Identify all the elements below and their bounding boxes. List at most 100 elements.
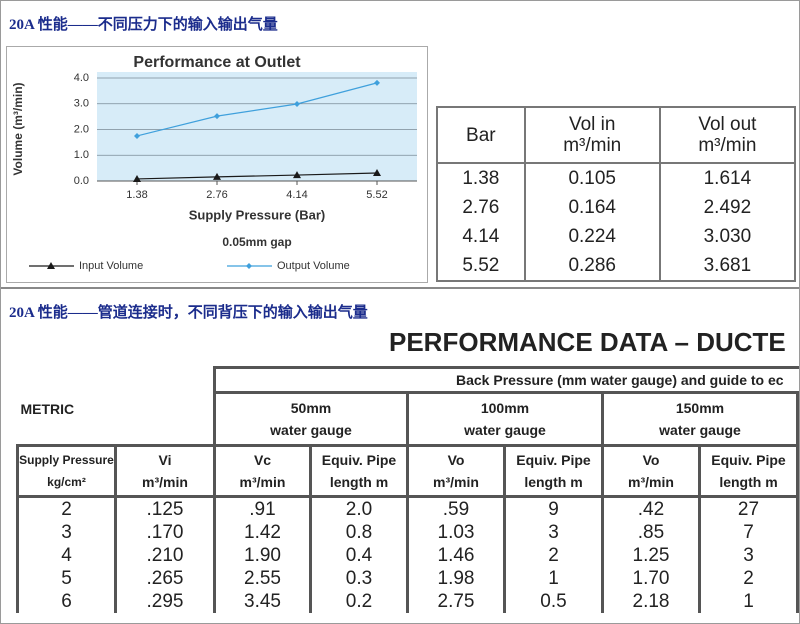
cell: 4.14 [436,222,525,251]
y-tick-label: 4.0 [74,72,89,84]
cell: .170 [114,521,215,544]
cut-cell [795,590,799,613]
cell: 2.76 [436,193,525,222]
y-tick-label: 1.0 [74,149,89,161]
cell: .85 [601,521,700,544]
table-row: 5.265 2.55 0.3 1.98 1 1.70 2 [16,567,799,590]
x-tick-label: 1.38 [126,189,147,201]
cell: .91 [213,496,311,521]
cut-cell [795,391,799,446]
legend-label: Output Volume [277,260,350,272]
cell: 2.0 [309,496,408,521]
cell: 3.681 [658,251,795,281]
header-text: 150mm [675,400,725,416]
blank-cell [18,368,215,393]
cell: 0.164 [523,193,660,222]
table-panel: PERFORMANCE DATA – DUCTE Back Pressure (… [16,321,799,621]
cell: 1.614 [658,163,795,193]
cell: 1.98 [406,567,505,590]
column-header: Vol in m³/min [523,107,660,164]
header-row: Back Pressure (mm water gauge) and guide… [18,366,799,393]
cut-cell [795,496,799,521]
header-text: m³/min [433,474,479,490]
header-text: Vo [642,452,660,468]
section-title: 20A 性能——不同压力下的输入输出气量 [9,17,278,33]
x-tick-label: 4.14 [286,189,307,201]
cell: 6 [16,590,116,613]
cell: 2.75 [406,590,505,613]
table-title: PERFORMANCE DATA – DUCTE [389,327,786,357]
cell: 5.52 [436,251,525,281]
cell: 1.03 [406,521,505,544]
table-row: 1.38 0.105 1.614 [436,163,795,193]
cell: .59 [406,496,505,521]
table-row: 2.125.91 2.0.59 9.42 27 [16,496,799,521]
column-header: Vc m³/min [213,444,311,498]
cell: 0.4 [309,544,408,567]
cell: 3 [16,521,116,544]
cell: 2 [698,567,798,590]
cell: 5 [16,567,116,590]
cell: 0.3 [309,567,408,590]
group-header: 100mm water gauge [406,391,603,446]
header-text: 100mm [480,400,530,416]
header-text: Vo [447,452,465,468]
column-header: Vo m³/min [601,444,700,498]
cell: 0.8 [309,521,408,544]
metric-label: METRIC [20,400,75,417]
marker [374,79,380,86]
group-header: 50mm water gauge [213,391,408,446]
x-axis-label: Supply Pressure (Bar) [189,207,326,222]
table: Bar Vol in m³/min Vol out m³/min 1.38 0.105 1.6… [436,106,796,282]
cell: 3 [503,521,603,544]
cell: 2.492 [658,193,795,222]
header-text: Bar [466,124,496,146]
cell: 2 [503,544,603,567]
cell: 0.105 [523,163,660,193]
table-row: 4.210 1.90 0.4 1.46 2 1.25 3 [16,544,799,567]
cell: 3 [698,544,798,567]
chart: Performance at Outlet Volume (m³/min) Su… [11,54,417,272]
x-tick-label: 5.52 [366,189,387,201]
y-axis-label: Volume (m³/min) [11,82,25,175]
header-text: water gauge [464,422,546,438]
header-text: 50mm [290,400,332,416]
cell: 9 [503,496,603,521]
header-row: Bar Vol in m³/min Vol out m³/min [436,107,795,164]
plot-area [97,72,417,181]
header-text: length m [524,474,583,490]
legend-marker [47,262,55,269]
header-text: Vol in [568,114,616,135]
header-text: length m [329,474,389,490]
header-text: Equiv. Pipe [516,452,591,468]
header-text: Equiv. Pipe [321,452,397,468]
cut-cell [795,521,799,544]
header-text: m³/min [698,135,757,156]
cell: 1.70 [601,567,700,590]
cell: 1.25 [601,544,700,567]
table: Back Pressure (mm water gauge) and guide… [16,366,799,613]
column-header: Equiv. Pipe length m [309,444,408,498]
table-row: 2.76 0.164 2.492 [436,193,795,222]
section-title: 20A 性能——管道连接时，不同背压下的输入输出气量 [9,305,368,321]
column-header: Vol out m³/min [658,107,795,164]
series-line [136,172,378,180]
marker [214,113,220,120]
marker [294,101,300,108]
legend-label: Input Volume [79,260,143,272]
marker [293,171,301,179]
header-text: m³/min [239,474,286,490]
cell: 2.55 [213,567,311,590]
header-text: m³/min [142,474,188,490]
cell: 1.46 [406,544,505,567]
table-row: 5.52 0.286 3.681 [436,251,795,281]
header-text: Equiv. Pipe [711,452,786,468]
cell: .265 [114,567,215,590]
cell: 0.224 [523,222,660,251]
x-tick-label: 2.76 [206,189,227,201]
legend-marker [246,263,252,269]
column-header: Equiv. Pipe length m [698,444,798,498]
header-text: length m [719,474,778,490]
cell: 4 [16,544,116,567]
